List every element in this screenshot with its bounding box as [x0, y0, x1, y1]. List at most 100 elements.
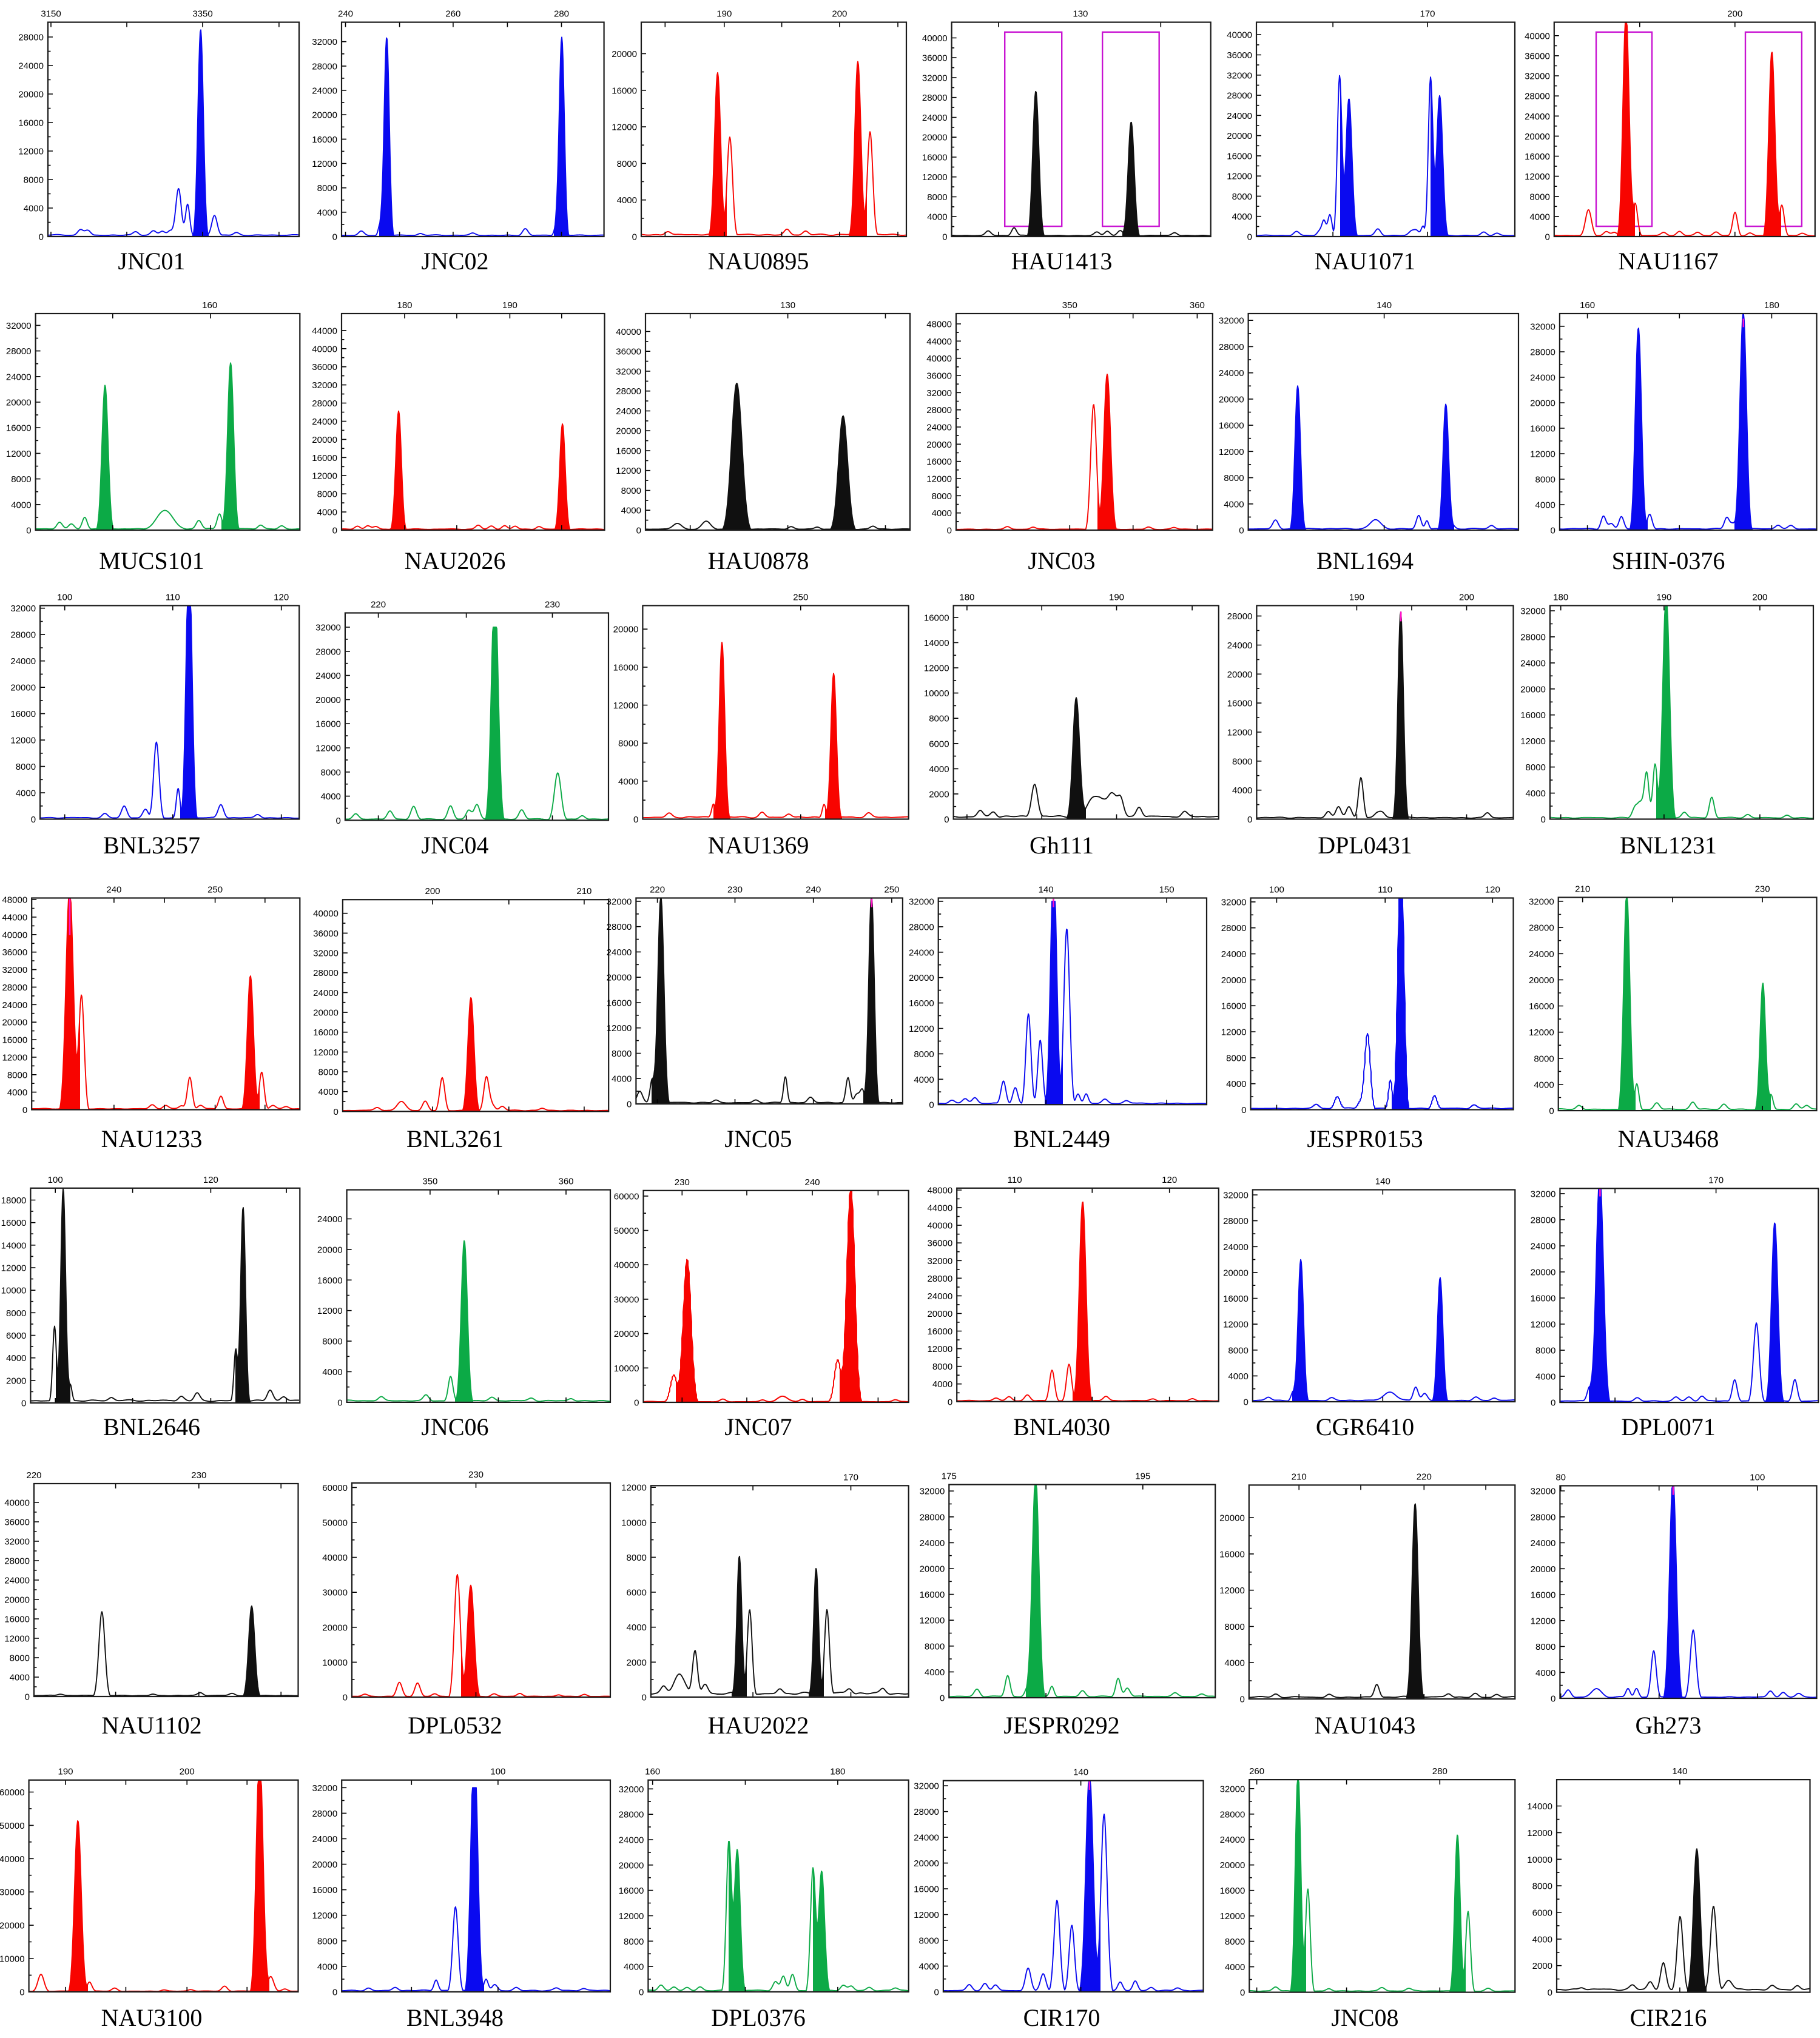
- svg-text:48000: 48000: [927, 1186, 952, 1196]
- svg-text:44000: 44000: [926, 337, 952, 347]
- svg-text:8000: 8000: [1232, 192, 1252, 202]
- svg-text:4000: 4000: [612, 1074, 632, 1085]
- svg-text:12000: 12000: [1221, 1027, 1247, 1038]
- svg-text:28000: 28000: [1529, 923, 1554, 933]
- svg-text:4000: 4000: [617, 195, 637, 206]
- svg-text:36000: 36000: [927, 1239, 952, 1249]
- svg-text:0: 0: [947, 526, 952, 536]
- svg-text:0: 0: [944, 815, 949, 825]
- svg-text:12000: 12000: [1220, 1911, 1245, 1922]
- svg-text:250: 250: [793, 592, 808, 602]
- svg-text:16000: 16000: [1531, 1294, 1556, 1304]
- svg-text:12000: 12000: [914, 1910, 939, 1920]
- svg-text:150: 150: [1159, 885, 1175, 895]
- svg-text:40000: 40000: [1525, 31, 1550, 41]
- svg-text:4000: 4000: [1535, 1668, 1555, 1678]
- svg-text:DPL0532: DPL0532: [408, 1712, 502, 1739]
- svg-text:190: 190: [58, 1767, 73, 1777]
- svg-text:24000: 24000: [1221, 949, 1247, 960]
- svg-text:210: 210: [1575, 884, 1590, 895]
- svg-text:0: 0: [1239, 526, 1244, 536]
- svg-text:28000: 28000: [1219, 342, 1244, 352]
- svg-text:24000: 24000: [1520, 658, 1546, 668]
- svg-text:4000: 4000: [1232, 212, 1252, 222]
- svg-text:100: 100: [57, 592, 72, 602]
- svg-text:32000: 32000: [1525, 72, 1550, 82]
- svg-text:28000: 28000: [1223, 1216, 1249, 1226]
- svg-text:20000: 20000: [313, 1008, 339, 1018]
- svg-text:210: 210: [1292, 1471, 1307, 1482]
- svg-text:12000: 12000: [1, 1263, 27, 1274]
- svg-text:NAU1167: NAU1167: [1618, 247, 1718, 275]
- svg-text:28000: 28000: [1531, 1215, 1556, 1225]
- svg-text:10000: 10000: [322, 1658, 348, 1668]
- svg-text:0: 0: [19, 1987, 24, 1997]
- svg-text:20000: 20000: [909, 973, 934, 983]
- svg-text:24000: 24000: [1219, 368, 1244, 378]
- svg-text:20000: 20000: [2, 1018, 27, 1028]
- svg-text:8000: 8000: [929, 714, 949, 724]
- svg-text:16000: 16000: [317, 1276, 343, 1286]
- svg-text:12000: 12000: [18, 147, 44, 157]
- svg-text:12000: 12000: [909, 1024, 934, 1034]
- svg-text:8000: 8000: [1526, 762, 1546, 773]
- svg-text:0: 0: [627, 1100, 632, 1110]
- svg-text:160: 160: [1580, 300, 1595, 311]
- svg-text:32000: 32000: [10, 604, 36, 614]
- svg-text:160: 160: [645, 1767, 660, 1777]
- svg-text:20000: 20000: [1531, 1564, 1556, 1575]
- svg-text:24000: 24000: [1220, 1835, 1245, 1845]
- svg-text:16000: 16000: [4, 1615, 30, 1625]
- svg-text:20000: 20000: [10, 683, 36, 693]
- svg-text:16000: 16000: [10, 709, 36, 719]
- svg-text:16000: 16000: [1520, 710, 1546, 721]
- svg-text:20000: 20000: [1520, 684, 1546, 694]
- svg-text:4000: 4000: [321, 792, 341, 802]
- svg-text:12000: 12000: [1520, 736, 1546, 747]
- svg-text:20000: 20000: [0, 1921, 25, 1931]
- svg-text:16000: 16000: [312, 135, 337, 145]
- svg-text:32000: 32000: [313, 949, 339, 959]
- svg-text:16000: 16000: [1531, 1590, 1556, 1601]
- svg-text:24000: 24000: [607, 947, 632, 958]
- svg-text:36000: 36000: [313, 929, 339, 939]
- svg-text:20000: 20000: [1223, 1268, 1249, 1278]
- svg-text:190: 190: [1109, 592, 1124, 602]
- svg-text:24000: 24000: [315, 671, 341, 681]
- svg-text:170: 170: [1420, 9, 1435, 19]
- svg-text:8000: 8000: [1224, 473, 1244, 483]
- svg-text:JNC01: JNC01: [118, 247, 185, 275]
- svg-text:32000: 32000: [1219, 316, 1244, 326]
- svg-text:32000: 32000: [914, 1781, 939, 1792]
- svg-text:32000: 32000: [920, 1487, 945, 1497]
- svg-text:140: 140: [1375, 1177, 1390, 1187]
- svg-text:2000: 2000: [6, 1376, 26, 1386]
- svg-text:16000: 16000: [1220, 1886, 1245, 1896]
- svg-text:4000: 4000: [1226, 1079, 1246, 1089]
- svg-text:20000: 20000: [927, 1309, 952, 1319]
- svg-text:20000: 20000: [312, 435, 337, 445]
- svg-text:32000: 32000: [1221, 897, 1247, 907]
- svg-text:160: 160: [202, 300, 217, 311]
- svg-text:110: 110: [1378, 885, 1392, 895]
- svg-text:170: 170: [843, 1472, 858, 1482]
- svg-text:12000: 12000: [315, 744, 341, 754]
- svg-text:16000: 16000: [1525, 152, 1550, 162]
- svg-text:20000: 20000: [322, 1623, 348, 1633]
- svg-text:20000: 20000: [4, 1595, 30, 1606]
- svg-text:36000: 36000: [616, 347, 641, 357]
- svg-text:0: 0: [1545, 232, 1549, 243]
- svg-text:10000: 10000: [1, 1286, 27, 1296]
- svg-text:190: 190: [716, 9, 732, 19]
- svg-text:36000: 36000: [4, 1518, 30, 1528]
- svg-text:8000: 8000: [1226, 1053, 1246, 1063]
- svg-text:240: 240: [806, 885, 821, 895]
- svg-text:100: 100: [48, 1175, 63, 1185]
- svg-text:44000: 44000: [927, 1203, 952, 1214]
- svg-text:140: 140: [1377, 300, 1392, 311]
- svg-text:16000: 16000: [1530, 424, 1555, 434]
- svg-text:20000: 20000: [1227, 670, 1253, 680]
- svg-text:8000: 8000: [617, 159, 637, 169]
- svg-text:175: 175: [942, 1471, 957, 1482]
- svg-text:8000: 8000: [317, 489, 337, 500]
